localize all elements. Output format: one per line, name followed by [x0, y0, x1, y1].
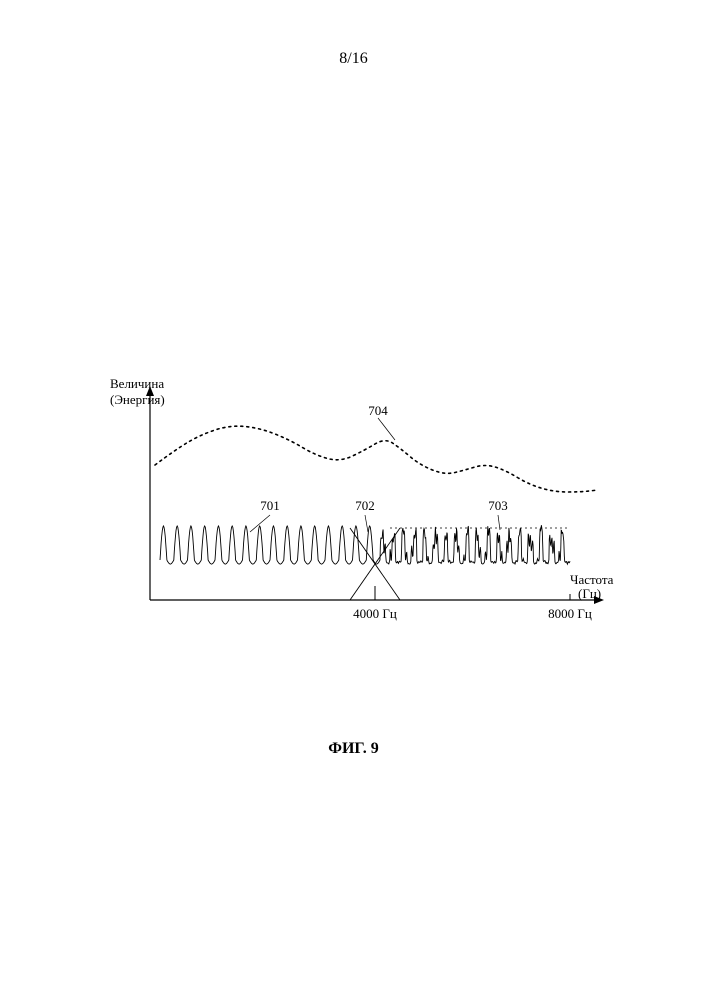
figure-svg: Величина (Энергия) Частота (Гц) 4000 Гц …	[100, 370, 620, 670]
callout-lines	[250, 418, 500, 532]
envelope-curve	[155, 426, 598, 492]
page: 8/16 Величина (Энергия) Частота (Гц) 400…	[0, 0, 707, 1000]
axes	[146, 386, 604, 604]
page-number: 8/16	[0, 50, 707, 68]
figure-caption: ФИГ. 9	[0, 740, 707, 758]
callout-703: 703	[488, 498, 508, 513]
x-axis-label-line1: Частота	[570, 572, 614, 587]
callout-701: 701	[260, 498, 280, 513]
y-axis-label-line2: (Энергия)	[110, 392, 165, 407]
y-axis-label-line1: Величина	[110, 376, 164, 391]
callout-704: 704	[368, 403, 388, 418]
x-axis-label-line2: (Гц)	[578, 586, 601, 601]
callout-702: 702	[355, 498, 375, 513]
waveform	[160, 525, 570, 564]
xtick-8000: 8000 Гц	[548, 606, 592, 621]
xtick-4000: 4000 Гц	[353, 606, 397, 621]
